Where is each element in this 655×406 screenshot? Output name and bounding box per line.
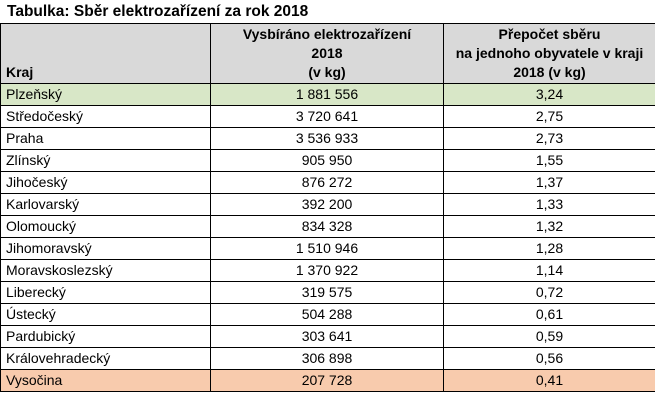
cell-kraj: Moravskoslezský xyxy=(0,259,211,282)
cell-per-capita: 2,73 xyxy=(443,127,655,150)
header-per-capita-line: na jednoho obyvatele v kraji xyxy=(455,45,644,61)
cell-kraj: Ústecký xyxy=(0,303,211,326)
cell-per-capita: 0,41 xyxy=(443,369,655,392)
table-row: Olomoucký 834 328 1,32 xyxy=(0,215,655,238)
cell-kraj: Jihočeský xyxy=(0,171,211,194)
collection-table: Kraj Vysbíráno elektrozařízení 2018 (v k… xyxy=(0,23,655,392)
table-row: Karlovarský 392 200 1,33 xyxy=(0,193,655,216)
cell-kraj: Královehradecký xyxy=(0,347,211,370)
table-row: Pardubický 303 641 0,59 xyxy=(0,325,655,348)
cell-collected: 319 575 xyxy=(210,281,444,304)
cell-kraj: Středočeský xyxy=(0,105,211,128)
cell-collected: 1 370 922 xyxy=(210,259,444,282)
cell-collected: 392 200 xyxy=(210,193,444,216)
cell-kraj: Jihomoravský xyxy=(0,237,211,260)
cell-per-capita: 2,75 xyxy=(443,105,655,128)
cell-collected: 303 641 xyxy=(210,325,444,348)
cell-per-capita: 1,55 xyxy=(443,149,655,172)
table-row: Liberecký 319 575 0,72 xyxy=(0,281,655,304)
cell-collected: 306 898 xyxy=(210,347,444,370)
cell-kraj: Karlovarský xyxy=(0,193,211,216)
table-row: Moravskoslezský 1 370 922 1,14 xyxy=(0,259,655,282)
cell-collected: 1 510 946 xyxy=(210,237,444,260)
cell-per-capita: 0,72 xyxy=(443,281,655,304)
table-row: Zlínský 905 950 1,55 xyxy=(0,149,655,172)
header-collected-line: Vysbíráno elektrozařízení xyxy=(242,26,412,42)
header-collected-line: (v kg) xyxy=(308,64,346,80)
table-row: Královehradecký 306 898 0,56 xyxy=(0,347,655,370)
cell-per-capita: 1,32 xyxy=(443,215,655,238)
cell-collected: 207 728 xyxy=(210,369,444,392)
cell-per-capita: 1,14 xyxy=(443,259,655,282)
cell-kraj: Olomoucký xyxy=(0,215,211,238)
header-per-capita-line: 2018 (v kg) xyxy=(513,64,586,80)
cell-kraj: Liberecký xyxy=(0,281,211,304)
header-kraj: Kraj xyxy=(0,23,211,84)
table-row: Jihočeský 876 272 1,37 xyxy=(0,171,655,194)
table-title: Tabulka: Sběr elektrozařízení za rok 201… xyxy=(7,3,309,20)
cell-collected: 504 288 xyxy=(210,303,444,326)
cell-kraj: Praha xyxy=(0,127,211,150)
cell-per-capita: 1,37 xyxy=(443,171,655,194)
table-row: Praha 3 536 933 2,73 xyxy=(0,127,655,150)
cell-per-capita: 0,59 xyxy=(443,325,655,348)
cell-per-capita: 1,28 xyxy=(443,237,655,260)
table-row: Plzeňský 1 881 556 3,24 xyxy=(0,83,655,106)
header-collected-line: 2018 xyxy=(311,45,343,61)
cell-per-capita: 0,61 xyxy=(443,303,655,326)
table-body: Plzeňský 1 881 556 3,24 Středočeský 3 720 64… xyxy=(0,83,655,392)
table-row: Ústecký 504 288 0,61 xyxy=(0,303,655,326)
header-row: Kraj Vysbíráno elektrozařízení 2018 (v k… xyxy=(0,23,655,84)
table-row: Jihomoravský 1 510 946 1,28 xyxy=(0,237,655,260)
cell-collected: 1 881 556 xyxy=(210,83,444,106)
header-per-capita-line: Přepočet sběru xyxy=(498,26,601,42)
table-row: Středočeský 3 720 641 2,75 xyxy=(0,105,655,128)
cell-per-capita: 3,24 xyxy=(443,83,655,106)
cell-per-capita: 0,56 xyxy=(443,347,655,370)
cell-collected: 876 272 xyxy=(210,171,444,194)
cell-kraj: Plzeňský xyxy=(0,83,211,106)
cell-kraj: Zlínský xyxy=(0,149,211,172)
cell-kraj: Vysočina xyxy=(0,369,211,392)
cell-collected: 3 720 641 xyxy=(210,105,444,128)
header-per-capita: Přepočet sběru na jednoho obyvatele v kr… xyxy=(443,23,655,84)
cell-collected: 905 950 xyxy=(210,149,444,172)
table-row: Vysočina 207 728 0,41 xyxy=(0,369,655,392)
cell-kraj: Pardubický xyxy=(0,325,211,348)
cell-collected: 834 328 xyxy=(210,215,444,238)
cell-collected: 3 536 933 xyxy=(210,127,444,150)
header-collected: Vysbíráno elektrozařízení 2018 (v kg) xyxy=(210,23,444,84)
cell-per-capita: 1,33 xyxy=(443,193,655,216)
